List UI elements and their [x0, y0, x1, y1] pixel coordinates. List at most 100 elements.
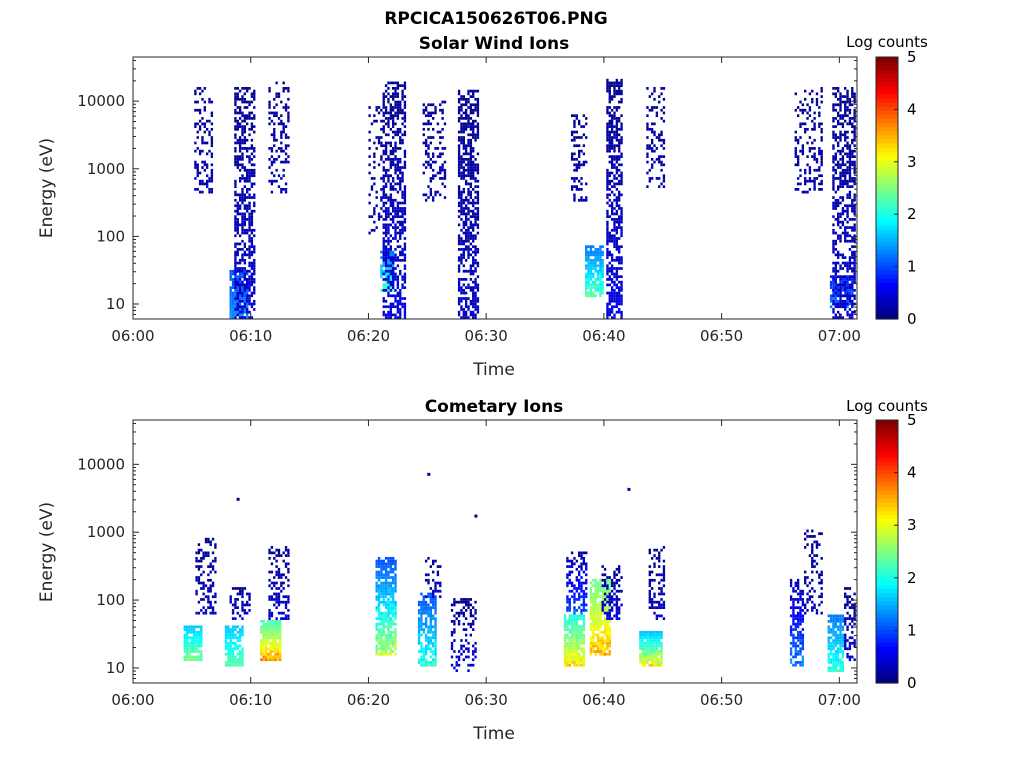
spectrogram-cell — [423, 653, 425, 656]
spectrogram-cell — [191, 639, 193, 642]
spectrogram-cell — [263, 653, 265, 656]
spectrogram-cell — [842, 117, 844, 120]
spectrogram-cell — [571, 133, 573, 136]
spectrogram-cell — [477, 133, 479, 136]
spectrogram-cell — [463, 123, 465, 126]
spectrogram-cell — [477, 223, 479, 226]
spectrogram-cell — [248, 303, 250, 306]
spectrogram-cell — [239, 169, 241, 172]
spectrogram-cell — [277, 656, 279, 659]
spectrogram-cell — [394, 305, 396, 308]
spectrogram-cell — [849, 191, 851, 194]
spectrogram-cell — [797, 114, 799, 117]
spectrogram-cell — [844, 218, 846, 221]
spectrogram-cell — [383, 177, 385, 180]
spectrogram-cell — [385, 645, 387, 648]
spectrogram-cell — [280, 584, 282, 587]
spectrogram-cell — [811, 128, 813, 131]
spectrogram-cell — [246, 101, 248, 104]
spectrogram-cell — [385, 562, 387, 565]
spectrogram-cell — [606, 150, 608, 153]
spectrogram-cell — [394, 226, 396, 229]
spectrogram-cell — [846, 153, 848, 156]
spectrogram-cell — [853, 180, 855, 183]
spectrogram-cell — [618, 92, 620, 95]
spectrogram-cell — [244, 87, 246, 90]
spectrogram-cell — [202, 606, 204, 609]
spectrogram-cell — [278, 185, 280, 188]
spectrogram-cell — [227, 647, 229, 650]
spectrogram-cell — [842, 232, 844, 235]
spectrogram-cell — [460, 142, 462, 145]
spectrogram-cell — [397, 112, 399, 115]
spectrogram-cell — [385, 620, 387, 623]
spectrogram-cell — [241, 191, 243, 194]
spectrogram-cell — [578, 153, 580, 156]
spectrogram-cell — [394, 163, 396, 166]
spectrogram-cell — [390, 557, 392, 560]
spectrogram-cell — [613, 297, 615, 300]
spectrogram-cell — [576, 576, 578, 579]
spectrogram-cell — [465, 297, 467, 300]
spectrogram-cell — [273, 557, 275, 560]
spectrogram-cell — [394, 634, 396, 637]
spectrogram-cell — [458, 270, 460, 273]
spectrogram-cell — [842, 300, 844, 303]
spectrogram-cell — [566, 598, 568, 601]
spectrogram-cell — [225, 642, 227, 645]
spectrogram-cell — [234, 254, 236, 257]
spectrogram-cell — [839, 117, 841, 120]
spectrogram-cell — [383, 584, 385, 587]
spectrogram-cell — [394, 188, 396, 191]
spectrogram-cell — [423, 606, 425, 609]
spectrogram-cell — [477, 300, 479, 303]
spectrogram-cell — [186, 656, 188, 659]
spectrogram-cell — [399, 297, 401, 300]
colorbar-segment — [876, 139, 898, 144]
spectrogram-cell — [587, 286, 589, 289]
spectrogram-cell — [385, 202, 387, 205]
spectrogram-cell — [430, 609, 432, 612]
spectrogram-cell — [387, 123, 389, 126]
spectrogram-cell — [660, 155, 662, 158]
spectrogram-cell — [460, 193, 462, 196]
spectrogram-cell — [592, 598, 594, 601]
colorbar-segment — [876, 196, 898, 201]
spectrogram-cell — [285, 576, 287, 579]
spectrogram-cell — [212, 538, 214, 541]
spectrogram-cell — [839, 300, 841, 303]
spectrogram-cell — [651, 92, 653, 95]
spectrogram-cell — [287, 562, 289, 565]
spectrogram-cell — [246, 232, 248, 235]
spectrogram-cell — [564, 647, 566, 650]
spectrogram-cell — [832, 248, 834, 251]
spectrogram-cell — [268, 147, 270, 150]
spectrogram-cell — [465, 237, 467, 240]
spectrogram-cell — [399, 103, 401, 106]
spectrogram-cell — [594, 617, 596, 620]
spectrogram-cell — [460, 191, 462, 194]
spectrogram-cell — [580, 125, 582, 128]
spectrogram-cell — [273, 131, 275, 134]
spectrogram-cell — [373, 153, 375, 156]
spectrogram-cell — [839, 234, 841, 237]
spectrogram-cell — [618, 150, 620, 153]
spectrogram-cell — [846, 286, 848, 289]
spectrogram-cell — [263, 636, 265, 639]
spectrogram-cell — [397, 191, 399, 194]
spectrogram-cell — [477, 213, 479, 216]
spectrogram-cell — [390, 308, 392, 311]
spectrogram-cell — [583, 617, 585, 620]
spectrogram-cell — [392, 275, 394, 278]
spectrogram-cell — [832, 133, 834, 136]
spectrogram-cell — [609, 136, 611, 139]
spectrogram-cell — [618, 218, 620, 221]
spectrogram-cell — [246, 218, 248, 221]
spectrogram-cell — [270, 625, 272, 628]
spectrogram-cell — [401, 112, 403, 115]
spectrogram-cell — [842, 223, 844, 226]
spectrogram-cell — [230, 598, 232, 601]
spectrogram-cell — [373, 166, 375, 169]
spectrogram-cell — [392, 557, 394, 560]
spectrogram-cell — [606, 229, 608, 232]
